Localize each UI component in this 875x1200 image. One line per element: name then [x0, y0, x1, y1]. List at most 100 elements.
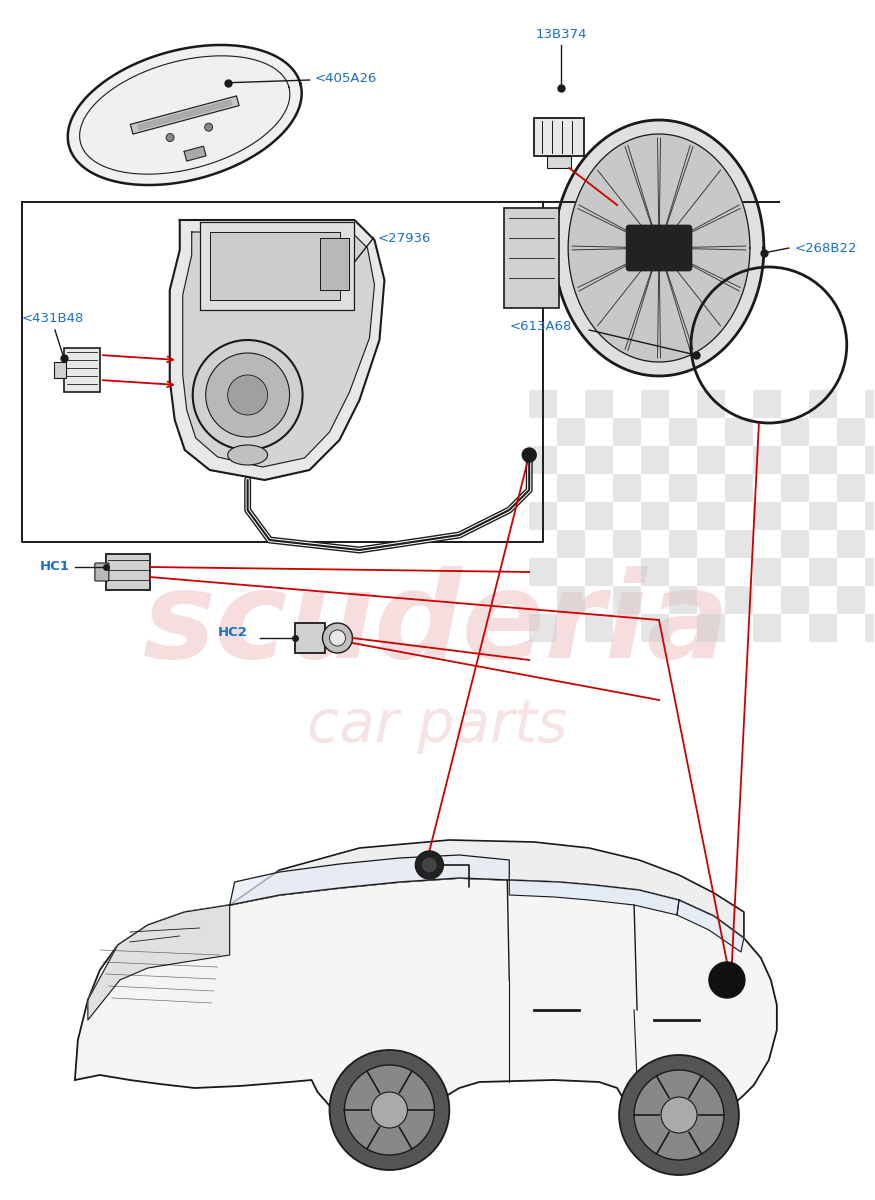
Bar	[780, 418, 808, 446]
Circle shape	[620, 1055, 738, 1175]
Circle shape	[206, 353, 290, 437]
Circle shape	[330, 630, 346, 646]
Bar	[697, 558, 725, 586]
Bar	[669, 586, 697, 614]
Bar	[641, 390, 669, 418]
Bar	[557, 474, 585, 502]
Circle shape	[323, 623, 353, 653]
Bar	[669, 474, 697, 502]
FancyBboxPatch shape	[106, 554, 150, 590]
Polygon shape	[677, 900, 744, 952]
Bar	[613, 530, 641, 558]
Circle shape	[416, 851, 444, 878]
Polygon shape	[568, 134, 750, 362]
FancyBboxPatch shape	[94, 563, 108, 581]
Ellipse shape	[228, 445, 268, 464]
Circle shape	[192, 340, 303, 450]
Circle shape	[205, 124, 213, 131]
Bar	[752, 446, 780, 474]
Bar	[808, 502, 836, 530]
Bar	[54, 362, 66, 378]
Bar	[780, 530, 808, 558]
Bar	[557, 586, 585, 614]
Polygon shape	[210, 232, 340, 300]
FancyBboxPatch shape	[535, 118, 584, 156]
Bar	[641, 502, 669, 530]
Polygon shape	[319, 238, 349, 290]
Bar	[864, 502, 875, 530]
Bar	[725, 586, 752, 614]
Bar	[641, 614, 669, 642]
Text: <268B22: <268B22	[794, 241, 858, 254]
Bar	[808, 558, 836, 586]
Bar	[697, 390, 725, 418]
Bar	[808, 446, 836, 474]
Bar	[752, 614, 780, 642]
Bar	[836, 530, 864, 558]
Text: scuderia: scuderia	[144, 565, 731, 683]
Text: <613A68: <613A68	[509, 319, 571, 332]
Polygon shape	[183, 232, 374, 467]
Bar	[669, 530, 697, 558]
Bar	[529, 446, 557, 474]
Circle shape	[166, 133, 174, 142]
Bar	[725, 530, 752, 558]
Bar	[752, 502, 780, 530]
Circle shape	[330, 1050, 450, 1170]
FancyBboxPatch shape	[295, 623, 325, 653]
Polygon shape	[554, 120, 764, 376]
Polygon shape	[229, 840, 744, 938]
Text: HC1: HC1	[40, 560, 70, 574]
Polygon shape	[200, 222, 354, 310]
Bar	[864, 614, 875, 642]
FancyBboxPatch shape	[64, 348, 100, 392]
Bar	[529, 614, 557, 642]
Bar	[864, 558, 875, 586]
Bar	[669, 418, 697, 446]
Bar	[557, 530, 585, 558]
Polygon shape	[184, 146, 206, 161]
Text: HC2: HC2	[218, 626, 248, 640]
Bar	[808, 614, 836, 642]
Bar	[697, 502, 725, 530]
Circle shape	[228, 374, 268, 415]
Bar	[585, 502, 613, 530]
Bar	[780, 586, 808, 614]
Circle shape	[345, 1066, 434, 1154]
Text: <431B48: <431B48	[22, 312, 84, 324]
Bar	[697, 614, 725, 642]
Bar	[585, 558, 613, 586]
Polygon shape	[67, 44, 302, 185]
Bar	[725, 474, 752, 502]
Circle shape	[634, 1070, 724, 1160]
Polygon shape	[130, 96, 239, 134]
Bar	[752, 558, 780, 586]
Bar	[613, 474, 641, 502]
Text: car parts: car parts	[306, 697, 567, 755]
Bar	[836, 474, 864, 502]
Bar	[780, 474, 808, 502]
Text: <27936: <27936	[377, 232, 430, 245]
Bar	[547, 156, 571, 168]
Bar	[864, 390, 875, 418]
Circle shape	[372, 1092, 408, 1128]
Bar	[836, 586, 864, 614]
Polygon shape	[509, 880, 679, 914]
Bar	[836, 418, 864, 446]
Circle shape	[661, 1097, 697, 1133]
Bar	[585, 614, 613, 642]
Bar	[613, 586, 641, 614]
Bar	[557, 418, 585, 446]
Bar	[585, 446, 613, 474]
Bar	[529, 558, 557, 586]
Bar	[641, 558, 669, 586]
Text: 13B374: 13B374	[536, 28, 587, 41]
Bar	[808, 390, 836, 418]
Bar	[864, 446, 875, 474]
Bar	[752, 390, 780, 418]
Polygon shape	[229, 854, 509, 905]
Polygon shape	[170, 220, 384, 480]
Circle shape	[422, 857, 438, 874]
Bar	[725, 418, 752, 446]
Bar	[613, 418, 641, 446]
